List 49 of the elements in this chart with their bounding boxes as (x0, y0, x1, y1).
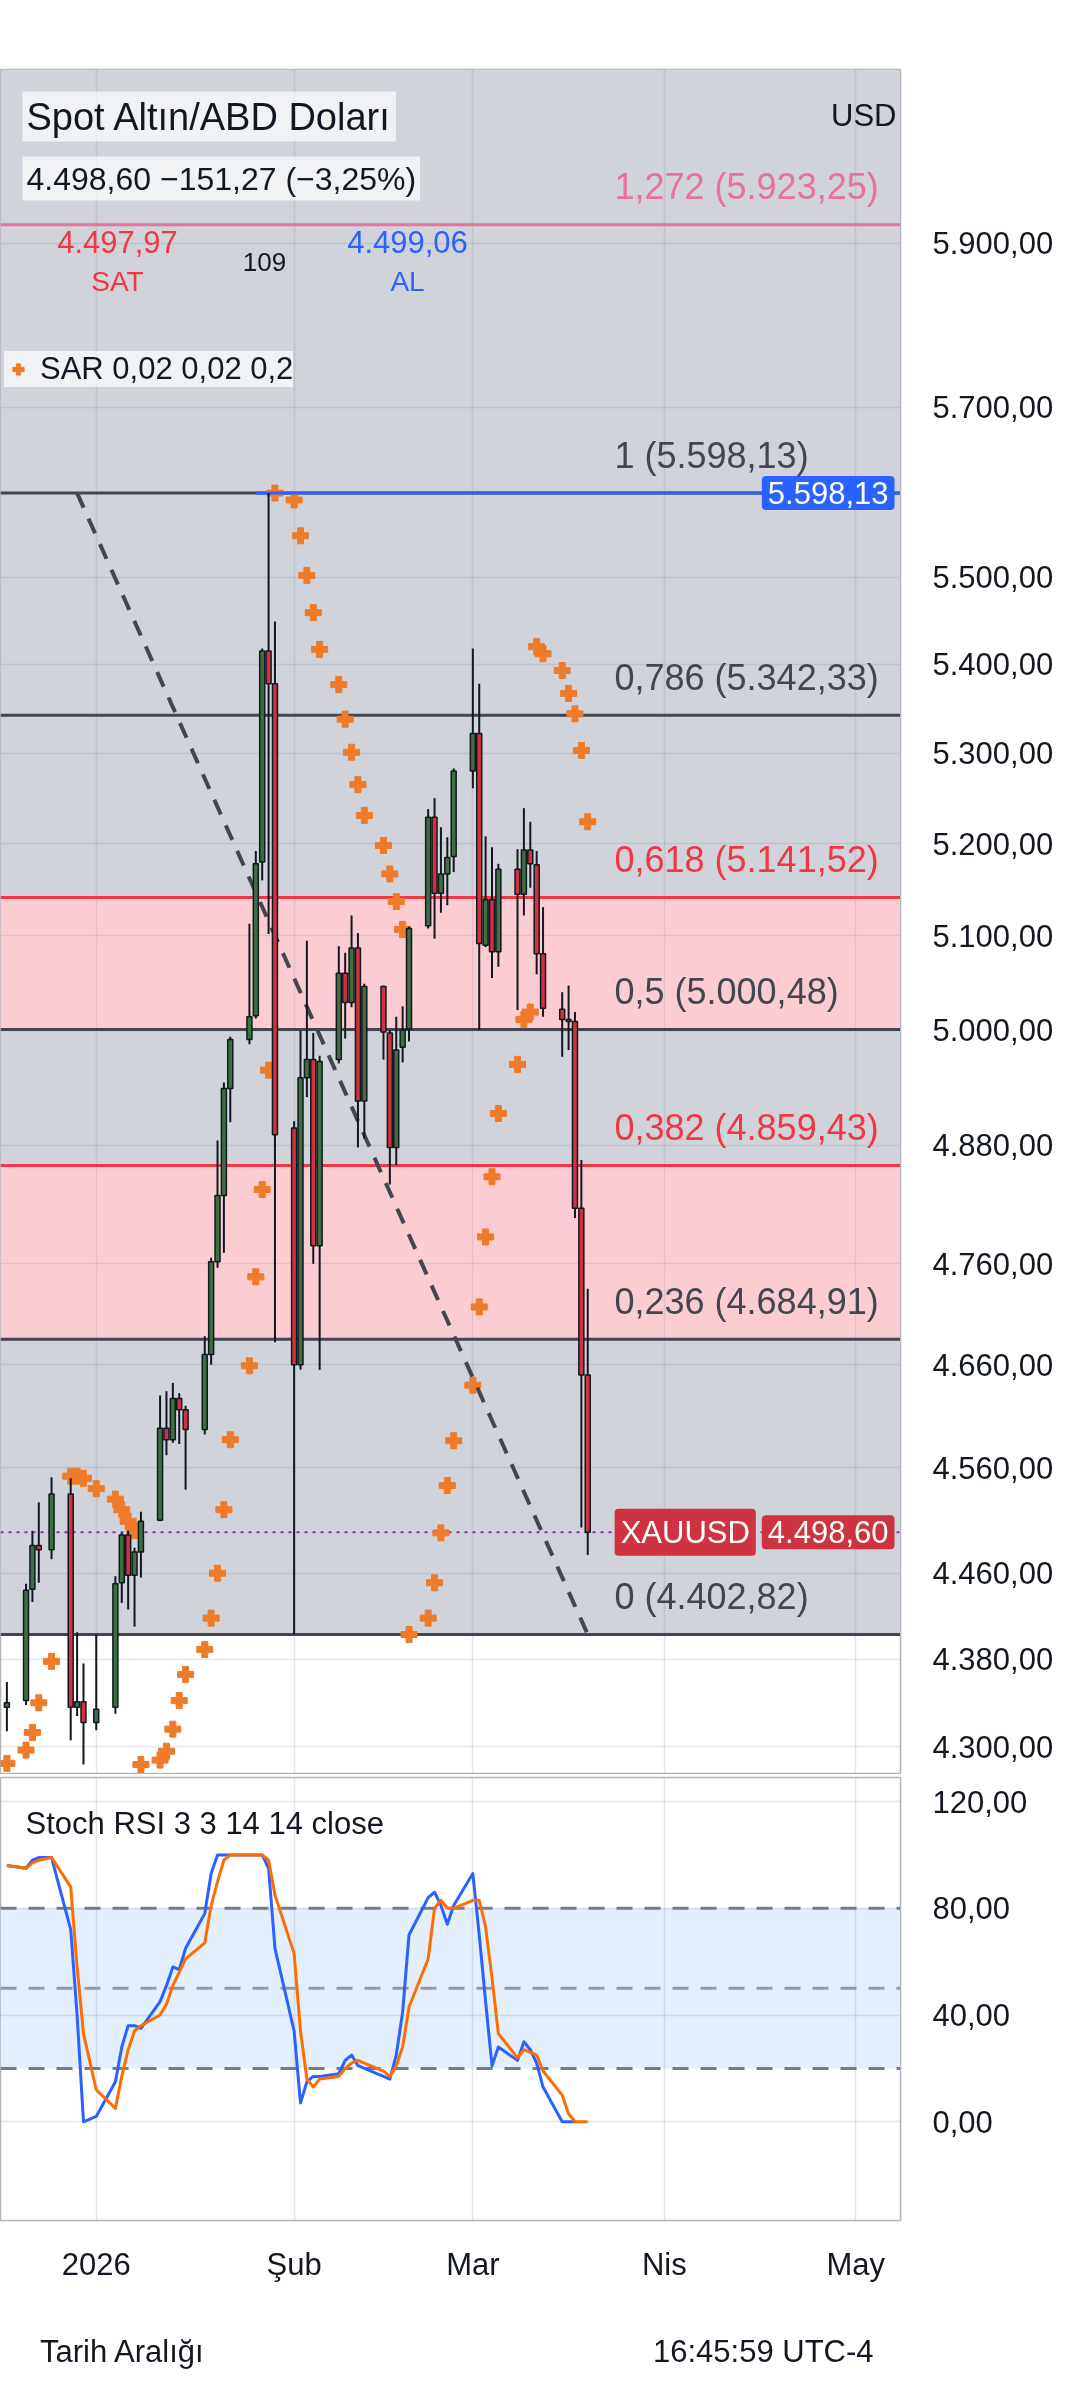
y-tick-label: 4.560,00 (932, 1450, 1054, 1486)
y-tick-label: 5.700,00 (932, 390, 1054, 426)
annotation: 109 (242, 246, 287, 277)
x-tick-label: Nis (641, 2246, 687, 2282)
y-tick-label: 4.760,00 (932, 1246, 1054, 1282)
y-tick-label: 5.100,00 (932, 918, 1054, 954)
x-tick-label: Mar (446, 2246, 500, 2282)
ref-line-label: 0,786 (5.342,33) (614, 656, 879, 698)
y-tick-label: 5.500,00 (932, 560, 1054, 596)
annotation: 4.499,06 (347, 224, 468, 260)
annotation: AL (390, 266, 425, 297)
y-tick-label: 4.380,00 (932, 1642, 1054, 1678)
text: Tarih Aralığı (40, 2333, 204, 2371)
ref-line-label: 0 (4.402,82) (614, 1575, 809, 1617)
ref-line-label: 0,618 (5.141,52) (614, 838, 879, 880)
annotation: 4.498,60 (767, 1515, 889, 1551)
y-tick-label: 5.900,00 (932, 226, 1054, 262)
y-tick-label: 80,00 (932, 1891, 1011, 1927)
annotation: 4.497,97 (57, 224, 178, 260)
y-tick-label: 40,00 (932, 1998, 1011, 2034)
y-tick-label: 4.460,00 (932, 1556, 1054, 1592)
text: 16:45:59 UTC-4 (653, 2333, 874, 2371)
annotation: 5.598,13 (767, 476, 889, 512)
ref-line-label: 1 (5.598,13) (614, 434, 809, 476)
text: Spot Altın/ABD Doları (26, 95, 390, 138)
legend-label: SAR 0,02 0,02 0,2 (40, 351, 294, 387)
x-tick-label: 2026 (61, 2246, 131, 2282)
candlestick (3, 1681, 11, 1733)
ref-line-label: 1,272 (5.923,25) (614, 166, 879, 208)
x-tick-label: May (826, 2246, 886, 2282)
annotation: XAUUSD (620, 1514, 750, 1550)
ref-line-label: 0,5 (5.000,48) (614, 971, 839, 1013)
ref-line-label: 0,382 (4.859,43) (614, 1107, 879, 1149)
ref-line-label: 0,236 (4.684,91) (614, 1280, 879, 1322)
y-tick-label: 4.880,00 (932, 1128, 1054, 1164)
y-tick-label: 5.300,00 (932, 736, 1054, 772)
text: Stoch RSI 3 3 14 14 close (25, 1806, 384, 1841)
y-tick-label: 5.000,00 (932, 1013, 1054, 1049)
y-tick-label: 5.400,00 (932, 647, 1054, 683)
x-tick-label: Şub (266, 2246, 322, 2282)
annotation: SAT (91, 266, 144, 297)
y-tick-label: 120,00 (932, 1784, 1028, 1820)
y-tick-label: 4.660,00 (932, 1347, 1054, 1383)
y-tick-label: 5.200,00 (932, 826, 1054, 862)
text: 4.498,60 −151,27 (−3,25%) (26, 160, 417, 197)
y-tick-label: 4.300,00 (932, 1729, 1054, 1765)
y-tick-label: 0,00 (932, 2104, 993, 2140)
candlestick (93, 1633, 100, 1732)
annotation: USD (831, 98, 897, 133)
